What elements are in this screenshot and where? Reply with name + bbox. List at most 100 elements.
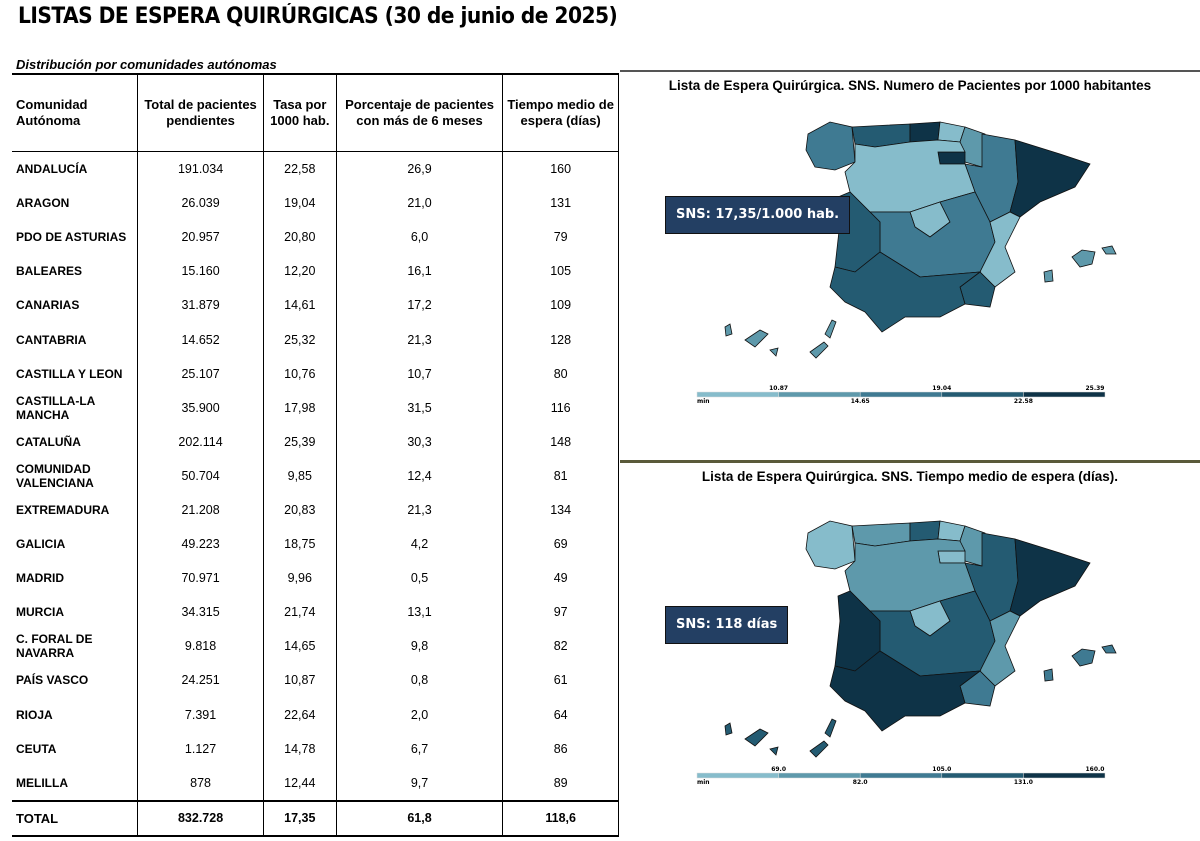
legend-min-label: min — [697, 779, 710, 786]
table-cell: PAÍS VASCO — [12, 663, 139, 698]
legend-break-label: 25.39 — [1086, 385, 1105, 392]
table-cell: 22,64 — [262, 697, 337, 732]
legend-swatch — [859, 772, 943, 779]
table-cell: 9,85 — [262, 458, 337, 493]
sns-badge: SNS: 118 días — [665, 606, 789, 644]
table-cell: 31,5 — [335, 390, 504, 425]
total-row: TOTAL 832.728 17,35 61,8 118,6 — [12, 799, 619, 837]
region-andalucia — [829, 650, 982, 732]
region-navarra — [959, 126, 986, 168]
table-cell: GALICIA — [12, 527, 139, 562]
region-galicia — [805, 121, 856, 171]
table-row: RIOJA 7.391 22,64 2,0 64 — [12, 697, 619, 732]
legend-break-label: 10.87 — [769, 385, 788, 392]
table-row: C. FORAL DE NAVARRA 9.818 14,65 9,8 82 — [12, 629, 619, 664]
region-cataluna — [1009, 139, 1091, 218]
legend-min-label: min — [697, 398, 710, 405]
column-header: Total de pacientes pendientes — [137, 73, 264, 152]
table-cell: 9,8 — [335, 629, 504, 664]
region-canarias — [724, 323, 733, 337]
sns-badge: SNS: 17,35/1.000 hab. — [665, 196, 851, 234]
region-cyl — [844, 538, 976, 612]
table-cell: 12,44 — [262, 765, 337, 801]
table-row: MURCIA 34.315 21,74 13,1 97 — [12, 595, 619, 630]
region-cataluna — [1009, 538, 1091, 617]
table-cell: MELILLA — [12, 765, 139, 801]
table-cell: 18,75 — [262, 527, 337, 562]
table-cell: 9,96 — [262, 561, 337, 596]
table-cell: 0,5 — [335, 561, 504, 596]
table-cell: 21.208 — [137, 492, 264, 528]
table-cell: 30,3 — [335, 424, 504, 459]
table-cell: 4,2 — [335, 527, 504, 562]
region-galicia — [805, 520, 856, 570]
legend-break-label: 160.0 — [1086, 766, 1105, 773]
region-baleares — [1071, 249, 1096, 268]
table-cell: 13,1 — [335, 595, 504, 630]
region-canarias — [744, 329, 769, 348]
region-cyl — [844, 139, 976, 213]
table-cell: 61 — [502, 663, 619, 698]
table-cell: 2,0 — [335, 697, 504, 732]
table-cell: 109 — [502, 288, 619, 323]
column-header: Comunidad Autónoma — [12, 73, 139, 152]
map-panel-rate: Lista de Espera Quirúrgica. SNS. Numero … — [620, 70, 1200, 462]
legend-swatch — [941, 772, 1024, 779]
region-baleares — [1071, 648, 1096, 667]
table-cell: 191.034 — [137, 151, 264, 187]
map-title: Lista de Espera Quirúrgica. SNS. Numero … — [668, 78, 1152, 93]
table-row: MELILLA 878 12,44 9,7 89 — [12, 765, 619, 801]
table-row: PAÍS VASCO 24.251 10,87 0,8 61 — [12, 663, 619, 698]
region-canarias — [769, 347, 779, 357]
region-rioja — [937, 151, 966, 165]
table-cell: 131 — [502, 186, 619, 221]
table-cell: 17,98 — [262, 390, 337, 425]
region-valencia — [979, 610, 1021, 687]
table-cell: 25.107 — [137, 356, 264, 391]
legend-break-label: 131.0 — [1014, 779, 1033, 786]
table-cell: 128 — [502, 322, 619, 357]
table-cell: 21,0 — [335, 186, 504, 221]
table-cell: 10,7 — [335, 356, 504, 391]
table-cell: 116 — [502, 390, 619, 425]
table-cell: 19,04 — [262, 186, 337, 221]
table-row: CASTILLA-LA MANCHA 35.900 17,98 31,5 116 — [12, 390, 619, 425]
table-cell: 15.160 — [137, 254, 264, 289]
table-cell: 86 — [502, 731, 619, 766]
table-cell: 61,8 — [335, 799, 504, 837]
table-cell: 832.728 — [137, 799, 264, 837]
legend-swatch — [696, 391, 779, 398]
table-cell: 1.127 — [137, 731, 264, 766]
table-cell: 79 — [502, 220, 619, 255]
table-cell: MURCIA — [12, 595, 139, 630]
table-cell: BALEARES — [12, 254, 139, 289]
table-cell: 22,58 — [262, 151, 337, 187]
table-cell: 118,6 — [502, 799, 619, 837]
table-cell: 21,3 — [335, 322, 504, 357]
table-cell: 80 — [502, 356, 619, 391]
region-baleares — [1043, 668, 1054, 682]
table-cell: 9.818 — [137, 629, 264, 664]
map-title: Lista de Espera Quirúrgica. SNS. Tiempo … — [701, 469, 1119, 484]
region-cantabria — [909, 121, 941, 143]
table-cell: 25,32 — [262, 322, 337, 357]
waiting-list-table: Comunidad Autónoma Total de pacientes pen… — [12, 73, 619, 837]
table-cell: 17,35 — [262, 799, 337, 837]
region-baleares — [1043, 269, 1054, 283]
table-row: ARAGON 26.039 19,04 21,0 131 — [12, 186, 619, 221]
legend-break-label: 105.0 — [932, 766, 951, 773]
region-canarias — [809, 341, 829, 359]
region-rioja — [937, 550, 966, 564]
table-row: CANTABRIA 14.652 25,32 21,3 128 — [12, 322, 619, 357]
table-cell: 69 — [502, 527, 619, 562]
table-cell: 202.114 — [137, 424, 264, 459]
table-cell: 26.039 — [137, 186, 264, 221]
table-cell: 0,8 — [335, 663, 504, 698]
table-cell: 6,0 — [335, 220, 504, 255]
table-cell: CANTABRIA — [12, 322, 139, 357]
table-cell: C. FORAL DE NAVARRA — [12, 629, 139, 664]
table-cell: 20,80 — [262, 220, 337, 255]
map-time: min 69.0 82.0 105.0 131.0 160.0 — [696, 520, 1117, 786]
table-cell: RIOJA — [12, 697, 139, 732]
table-cell: CASTILLA-LA MANCHA — [12, 390, 139, 425]
